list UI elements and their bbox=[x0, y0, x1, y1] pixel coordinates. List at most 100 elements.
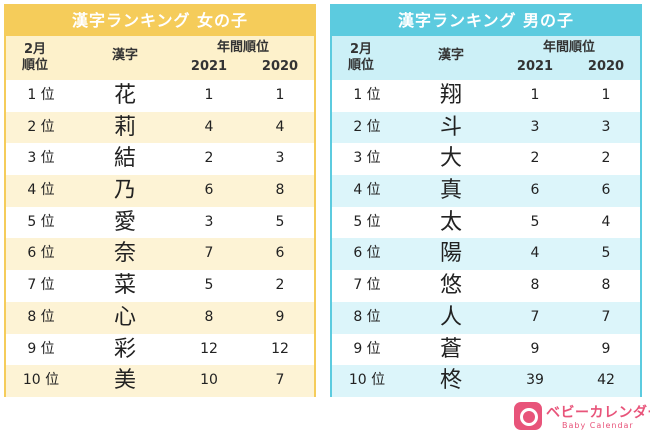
table-row: 4 位 乃 6 8 bbox=[6, 175, 314, 207]
rank-cell: 9 位 bbox=[27, 340, 55, 357]
baby-calendar-logo: ベビーカレンダー Baby Calendar bbox=[514, 401, 650, 435]
year1-cell: 1 bbox=[530, 87, 540, 103]
kanji-cell: 柊 bbox=[439, 368, 462, 394]
year2-cell: 4 bbox=[275, 118, 285, 135]
kanji-cell: 斗 bbox=[439, 114, 462, 140]
table-row: 4 位 真 6 6 bbox=[332, 175, 640, 207]
header-kanji: 漢字 bbox=[111, 48, 138, 63]
rank-cell: 6 位 bbox=[27, 245, 55, 262]
table-row: 8 位 人 7 7 bbox=[332, 301, 640, 334]
header-month: 2月 bbox=[349, 42, 373, 57]
year1-cell: 12 bbox=[200, 340, 218, 357]
kanji-cell: 結 bbox=[113, 146, 136, 172]
year1-cell: 5 bbox=[204, 277, 214, 294]
header-year-2020: 2020 bbox=[587, 59, 625, 74]
table-row: 2 位 斗 3 3 bbox=[332, 111, 640, 144]
rank-cell: 10 位 bbox=[22, 372, 60, 389]
kanji-cell: 愛 bbox=[113, 209, 136, 235]
rank-cell: 7 位 bbox=[27, 277, 55, 294]
header-year-2021: 2021 bbox=[516, 59, 554, 74]
kanji-cell: 蒼 bbox=[439, 336, 462, 362]
calendar-icon bbox=[514, 402, 542, 430]
year1-cell: 6 bbox=[204, 182, 214, 199]
year2-cell: 1 bbox=[275, 87, 285, 103]
table-row: 1 位 花 1 1 bbox=[6, 80, 314, 112]
table-row: 6 位 陽 4 5 bbox=[332, 238, 640, 271]
kanji-cell: 莉 bbox=[113, 114, 136, 140]
logo-name: ベビーカレンダー bbox=[546, 405, 650, 421]
rank-cell: 3 位 bbox=[353, 150, 381, 167]
year2-cell: 2 bbox=[275, 277, 285, 294]
kanji-cell: 大 bbox=[439, 146, 462, 172]
header-annual-rank: 年間順位 bbox=[542, 40, 595, 55]
girls-ranking-panel: 漢字ランキング 女の子 2月 順位 漢字 年間順位 2021 2020 1 位 花… bbox=[4, 4, 316, 397]
table-row: 5 位 太 5 4 bbox=[332, 207, 640, 239]
rank-cell: 4 位 bbox=[353, 182, 381, 199]
kanji-cell: 菜 bbox=[113, 273, 136, 299]
kanji-cell: 翔 bbox=[439, 83, 462, 108]
kanji-cell: 彩 bbox=[113, 336, 136, 362]
boys-table-header: 2月 順位 漢字 年間順位 2021 2020 bbox=[332, 36, 640, 80]
year1-cell: 3 bbox=[204, 213, 214, 230]
table-row: 10 位 美 10 7 bbox=[6, 365, 314, 397]
kanji-cell: 人 bbox=[439, 304, 462, 330]
year1-cell: 7 bbox=[204, 245, 214, 262]
rank-cell: 1 位 bbox=[353, 87, 381, 103]
year1-cell: 9 bbox=[530, 340, 540, 357]
boys-table-body: 1 位 翔 1 1 2 位 斗 3 3 3 位 大 2 2 4 位 真 6 6 5 位 太 5 4 6 位 陽 4… bbox=[332, 80, 640, 397]
kanji-cell: 奈 bbox=[113, 241, 136, 267]
girls-table-body: 1 位 花 1 1 2 位 莉 4 4 3 位 結 2 3 4 位 乃 6 8 5 位 愛 3 5 6 位 奈 7… bbox=[6, 80, 314, 397]
kanji-cell: 花 bbox=[113, 83, 136, 108]
year1-cell: 7 bbox=[530, 308, 540, 325]
year1-cell: 4 bbox=[530, 245, 540, 262]
year2-cell: 3 bbox=[275, 150, 285, 167]
header-year-2021: 2021 bbox=[190, 59, 228, 74]
year1-cell: 1 bbox=[204, 87, 214, 103]
year1-cell: 6 bbox=[530, 182, 540, 199]
year2-cell: 6 bbox=[275, 245, 285, 262]
rank-cell: 4 位 bbox=[27, 182, 55, 199]
header-year-2020: 2020 bbox=[261, 59, 299, 74]
year1-cell: 5 bbox=[530, 213, 540, 230]
year1-cell: 2 bbox=[530, 150, 540, 167]
year1-cell: 8 bbox=[204, 308, 214, 325]
girls-table-header: 2月 順位 漢字 年間順位 2021 2020 bbox=[6, 36, 314, 80]
year1-cell: 2 bbox=[204, 150, 214, 167]
year2-cell: 8 bbox=[275, 182, 285, 199]
year2-cell: 42 bbox=[597, 372, 615, 389]
rank-cell: 6 位 bbox=[353, 245, 381, 262]
rank-cell: 7 位 bbox=[353, 277, 381, 294]
logo-subtitle: Baby Calendar bbox=[562, 421, 634, 430]
year2-cell: 12 bbox=[271, 340, 289, 357]
kanji-cell: 心 bbox=[113, 304, 136, 330]
year2-cell: 3 bbox=[601, 118, 611, 135]
year2-cell: 9 bbox=[601, 340, 611, 357]
rank-cell: 5 位 bbox=[27, 213, 55, 230]
year2-cell: 7 bbox=[275, 372, 285, 389]
year1-cell: 3 bbox=[530, 118, 540, 135]
table-row: 3 位 大 2 2 bbox=[332, 143, 640, 175]
rank-cell: 3 位 bbox=[27, 150, 55, 167]
year2-cell: 5 bbox=[275, 213, 285, 230]
year1-cell: 8 bbox=[530, 277, 540, 294]
year1-cell: 4 bbox=[204, 118, 214, 135]
rank-cell: 8 位 bbox=[353, 308, 381, 325]
year2-cell: 2 bbox=[601, 150, 611, 167]
rank-cell: 1 位 bbox=[27, 87, 55, 103]
table-row: 2 位 莉 4 4 bbox=[6, 111, 314, 144]
year2-cell: 9 bbox=[275, 308, 285, 325]
rank-cell: 2 位 bbox=[27, 118, 55, 135]
kanji-cell: 太 bbox=[439, 209, 462, 235]
table-row: 9 位 蒼 9 9 bbox=[332, 334, 640, 366]
boys-ranking-panel: 漢字ランキング 男の子 2月 順位 漢字 年間順位 2021 2020 1 位 翔… bbox=[330, 4, 642, 397]
kanji-cell: 美 bbox=[113, 368, 136, 394]
header-kanji: 漢字 bbox=[437, 48, 464, 63]
year2-cell: 4 bbox=[601, 213, 611, 230]
table-row: 6 位 奈 7 6 bbox=[6, 238, 314, 271]
table-row: 7 位 菜 5 2 bbox=[6, 270, 314, 302]
table-row: 8 位 心 8 9 bbox=[6, 301, 314, 334]
year2-cell: 8 bbox=[601, 277, 611, 294]
header-rank: 順位 bbox=[21, 58, 48, 73]
table-row: 5 位 愛 3 5 bbox=[6, 207, 314, 239]
table-row: 7 位 悠 8 8 bbox=[332, 270, 640, 302]
